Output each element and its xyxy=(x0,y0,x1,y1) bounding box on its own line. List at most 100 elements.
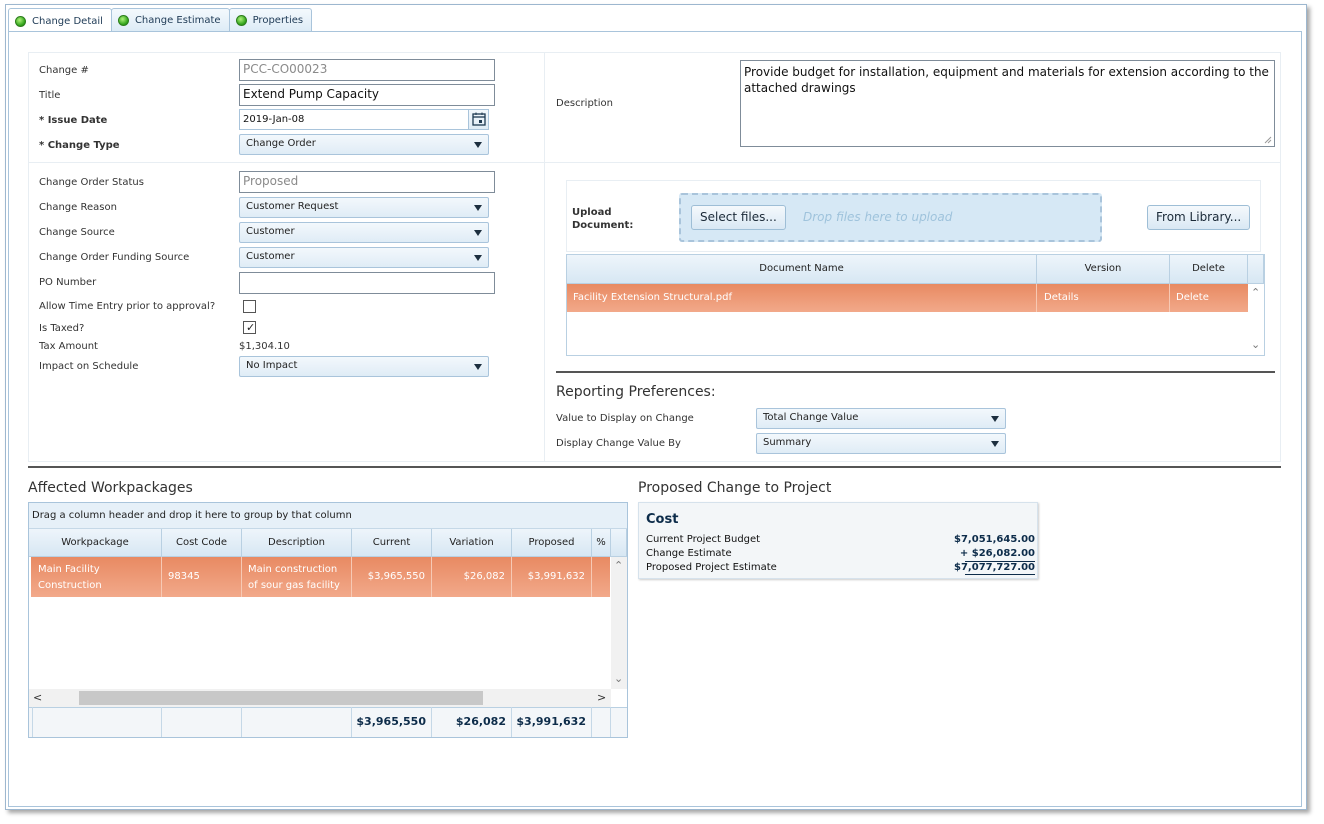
cell-divider xyxy=(1169,284,1170,312)
document-grid xyxy=(566,254,1265,356)
variation-cell[interactable]: $26,082 xyxy=(463,571,505,582)
header-spacer xyxy=(1248,255,1264,284)
impact-value: No Impact xyxy=(246,360,298,371)
dropdown-arrow-icon xyxy=(474,255,482,261)
value-display-label: Value to Display on Change xyxy=(556,413,694,424)
issue-date-label: * Issue Date xyxy=(39,115,108,126)
totals-row xyxy=(29,707,627,737)
cell-divider xyxy=(511,557,512,597)
sum-underline xyxy=(965,561,1035,562)
allow-time-checkbox[interactable] xyxy=(243,300,256,313)
tab-change-detail[interactable]: Change Detail xyxy=(8,8,112,33)
cell-divider xyxy=(161,557,162,597)
calendar-button[interactable] xyxy=(468,110,488,129)
current-cell[interactable]: $3,965,550 xyxy=(367,571,425,582)
upload-label: Upload Document: xyxy=(572,207,634,231)
column-header-variation[interactable]: Variation xyxy=(432,529,512,557)
reason-dropdown[interactable]: Customer Request xyxy=(239,197,489,218)
select-files-button[interactable]: Select files... xyxy=(691,205,786,230)
column-header-cost-code[interactable]: Cost Code xyxy=(162,529,242,557)
po-number-field[interactable] xyxy=(239,272,495,294)
column-header-proposed[interactable]: Proposed xyxy=(512,529,592,557)
current-budget-value: $7,051,645.00 xyxy=(954,534,1035,545)
title-label: Title xyxy=(39,90,61,101)
cost-heading: Cost xyxy=(646,512,679,527)
group-hint: Drag a column header and drop it here to… xyxy=(32,510,352,521)
description-cell[interactable]: Main construction of sour gas facility xyxy=(248,564,340,591)
change-estimate-label: Change Estimate xyxy=(646,548,732,559)
calendar-icon xyxy=(472,112,486,126)
change-type-dropdown[interactable]: Change Order xyxy=(239,134,489,155)
total-underline xyxy=(965,574,1035,575)
tax-amount-label: Tax Amount xyxy=(39,341,98,352)
document-name-cell[interactable]: Facility Extension Structural.pdf xyxy=(573,292,732,303)
title-field[interactable]: Extend Pump Capacity xyxy=(239,84,495,106)
funding-value: Customer xyxy=(246,251,295,262)
status-field[interactable]: Proposed xyxy=(239,171,495,193)
display-by-value: Summary xyxy=(763,437,812,448)
reporting-title: Reporting Preferences: xyxy=(556,384,716,400)
total-current: $3,965,550 xyxy=(356,715,426,728)
tab-change-estimate[interactable]: Change Estimate xyxy=(110,8,230,32)
scroll-down-icon[interactable]: ⌄ xyxy=(1251,338,1261,351)
cost-code-cell[interactable]: 98345 xyxy=(168,571,200,582)
group-panel[interactable]: Drag a column header and drop it here to… xyxy=(29,503,627,529)
status-dot-icon xyxy=(117,15,129,26)
cell-divider xyxy=(1036,284,1037,312)
proposed-cell[interactable]: $3,991,632 xyxy=(527,571,585,582)
issue-date-field[interactable]: 2019-Jan-08 xyxy=(239,109,489,130)
drop-hint: Drop files here to upload xyxy=(803,210,953,224)
column-header-delete[interactable]: Delete xyxy=(1170,255,1248,284)
current-budget-label: Current Project Budget xyxy=(646,534,761,545)
table-row[interactable] xyxy=(31,557,610,597)
scroll-down-icon[interactable]: ⌄ xyxy=(614,672,624,685)
status-dot-icon xyxy=(235,15,247,26)
column-header-document-name[interactable]: Document Name xyxy=(567,255,1037,284)
workpackages-grid xyxy=(28,502,628,738)
divider xyxy=(28,466,1281,468)
tab-label: Change Detail xyxy=(32,15,103,27)
source-label: Change Source xyxy=(39,227,115,238)
dropdown-arrow-icon xyxy=(474,230,482,236)
column-header-current[interactable]: Current xyxy=(352,529,432,557)
description-textarea[interactable]: Provide budget for installation, equipme… xyxy=(740,60,1275,147)
cell-divider xyxy=(351,557,352,597)
taxed-label: Is Taxed? xyxy=(39,323,85,334)
tax-amount-value: $1,304.10 xyxy=(239,341,290,352)
display-by-dropdown[interactable]: Summary xyxy=(756,433,1006,454)
taxed-checkbox[interactable]: ✓ xyxy=(243,321,256,334)
scroll-up-icon[interactable]: ⌃ xyxy=(1251,286,1261,299)
dropdown-arrow-icon xyxy=(474,364,482,370)
proposed-estimate-label: Proposed Project Estimate xyxy=(646,562,777,573)
source-dropdown[interactable]: Customer xyxy=(239,222,489,243)
document-version-link[interactable]: Details xyxy=(1044,292,1079,303)
scroll-right-icon[interactable]: > xyxy=(597,691,607,704)
upload-box xyxy=(566,180,1261,252)
workpackage-cell[interactable]: Main Facility Construction xyxy=(38,564,102,591)
scroll-up-icon[interactable]: ⌃ xyxy=(614,559,624,572)
divider xyxy=(556,371,1275,373)
column-header-version[interactable]: Version xyxy=(1037,255,1170,284)
document-delete-link[interactable]: Delete xyxy=(1176,292,1209,303)
cell-divider xyxy=(591,557,592,597)
table-row[interactable] xyxy=(567,284,1248,312)
scroll-left-icon[interactable]: < xyxy=(33,691,43,704)
value-display-dropdown[interactable]: Total Change Value xyxy=(756,408,1006,429)
tab-properties[interactable]: Properties xyxy=(228,8,313,32)
from-library-button[interactable]: From Library... xyxy=(1147,205,1251,230)
column-header-description[interactable]: Description xyxy=(242,529,352,557)
column-header-percent[interactable]: % xyxy=(592,529,611,557)
header-spacer xyxy=(611,529,627,557)
impact-dropdown[interactable]: No Impact xyxy=(239,356,489,377)
dropdown-arrow-icon xyxy=(991,441,999,447)
funding-label: Change Order Funding Source xyxy=(39,252,190,263)
column-header-workpackage[interactable]: Workpackage xyxy=(29,529,162,557)
scrollbar-thumb[interactable] xyxy=(79,691,483,705)
issue-date-value: 2019-Jan-08 xyxy=(243,114,305,125)
change-number-field[interactable]: PCC-CO00023 xyxy=(239,59,495,81)
vertical-scrollbar[interactable] xyxy=(611,557,627,689)
tab-panel xyxy=(8,31,1302,807)
resize-grip-icon[interactable] xyxy=(1264,136,1272,144)
funding-dropdown[interactable]: Customer xyxy=(239,247,489,268)
workpackages-title: Affected Workpackages xyxy=(28,480,193,496)
